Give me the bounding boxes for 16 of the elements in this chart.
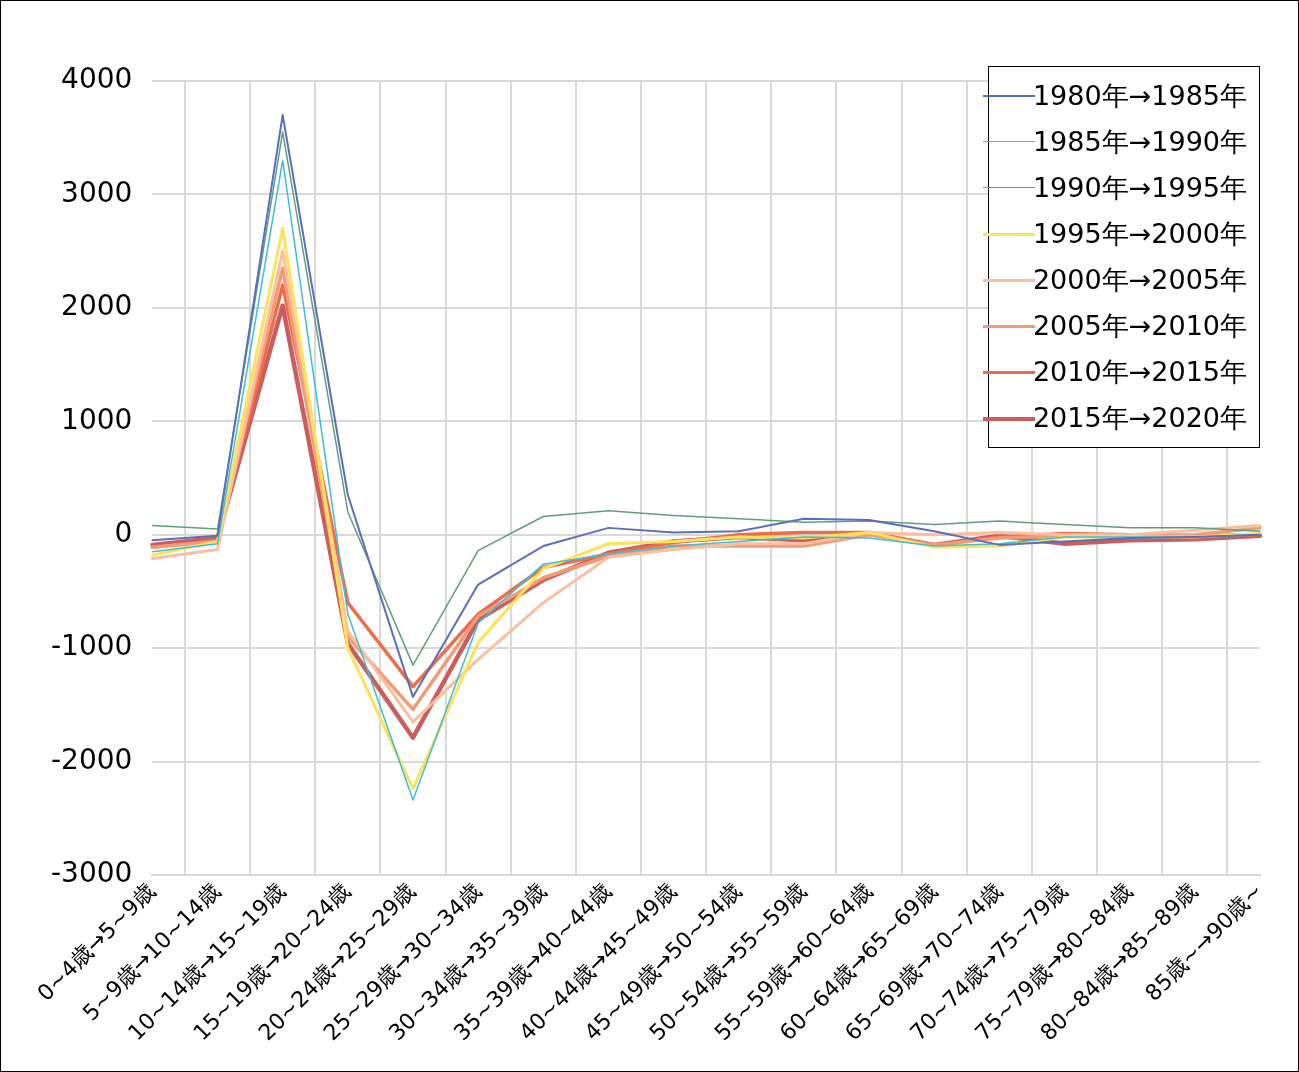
y-tick-label: -2000 [50, 742, 133, 776]
legend-label: 2010年→2015年 [1032, 356, 1247, 387]
legend-label: 2005年→2010年 [1032, 310, 1247, 341]
legend-label: 1990年→1995年 [1032, 172, 1247, 203]
legend-label: 2015年→2020年 [1032, 402, 1247, 433]
y-tick-label: -3000 [50, 856, 133, 890]
y-tick-label: 0 [114, 515, 133, 549]
y-tick-label: 4000 [61, 62, 133, 96]
y-tick-label: 1000 [61, 402, 133, 436]
legend-label: 1985年→1990年 [1032, 126, 1247, 157]
legend-label: 1995年→2000年 [1032, 218, 1247, 249]
legend-label: 2000年→2005年 [1032, 264, 1247, 295]
y-tick-label: 2000 [61, 289, 133, 323]
legend-label: 1980年→1985年 [1032, 80, 1247, 111]
y-tick-label: -1000 [50, 629, 133, 663]
y-tick-label: 3000 [61, 175, 133, 209]
